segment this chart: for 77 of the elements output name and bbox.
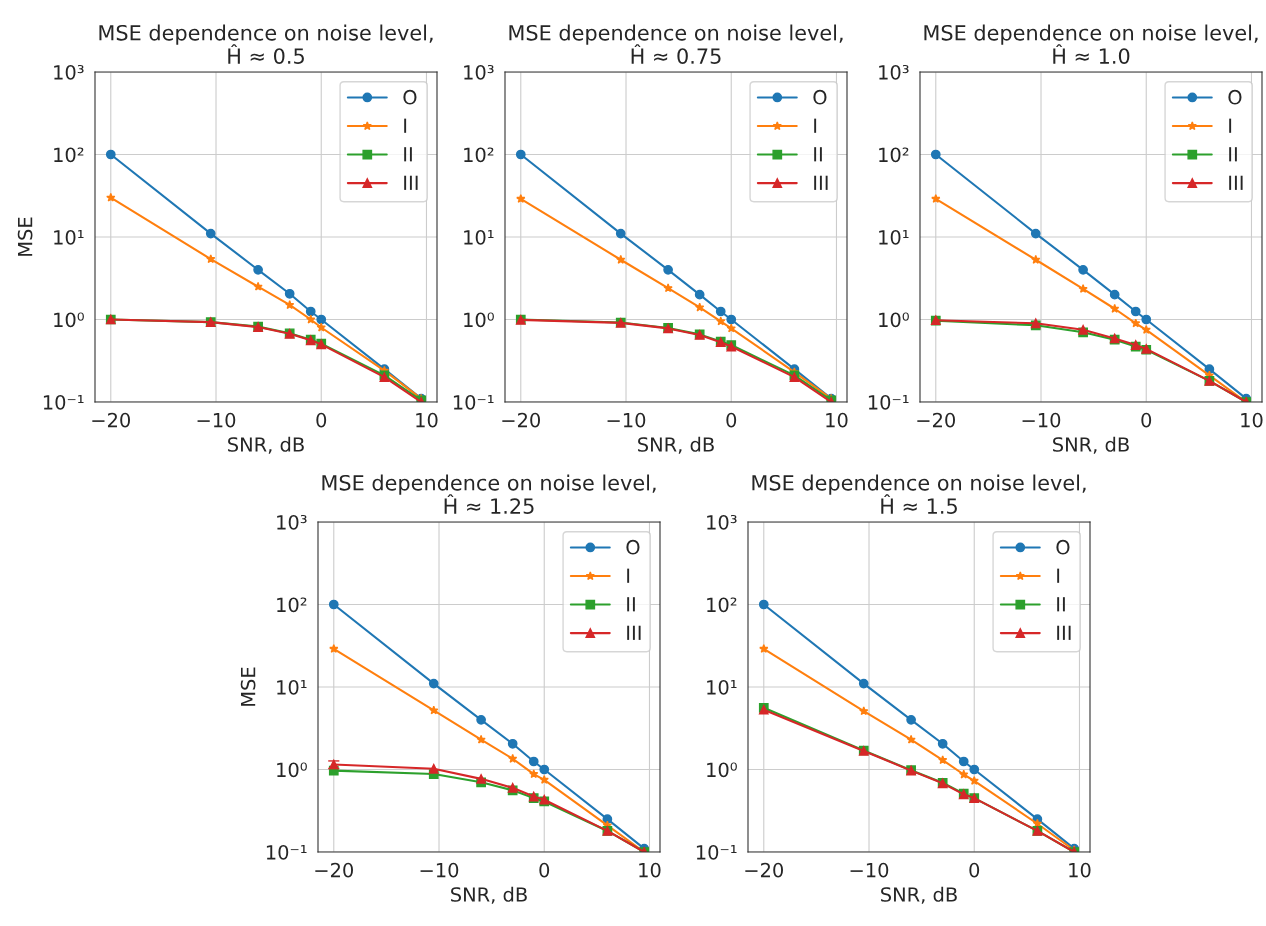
x-tick-label: 0 (726, 412, 737, 428)
y-tick-label: 10¹ (54, 229, 84, 245)
x-tick-label: −20 (917, 412, 956, 428)
x-tick-label: 0 (969, 862, 980, 878)
y-tick-label: 10³ (879, 64, 909, 80)
y-tick-label: 10⁰ (879, 312, 909, 328)
legend-label: II (404, 147, 412, 162)
x-tick-label: −10 (420, 862, 459, 878)
legend-label: O (1056, 539, 1070, 555)
legend-label: I (404, 118, 407, 133)
y-tick-label: 10¹ (707, 679, 737, 695)
y-tick-label: 10⁻¹ (696, 844, 737, 860)
y-tick-label: 10² (54, 147, 84, 163)
y-tick-label: 10² (707, 597, 737, 613)
x-axis-title: SNR, dB (881, 886, 957, 904)
y-axis-title: MSE (240, 667, 256, 706)
x-axis-title: SNR, dB (451, 886, 527, 904)
x-tick-label: 10 (1069, 862, 1091, 878)
y-tick-label: 10⁰ (707, 762, 737, 778)
legend-label: O (1228, 89, 1242, 105)
y-tick-label: 10³ (707, 514, 737, 530)
legend-label: III (627, 625, 641, 640)
y-tick-label: 10⁻¹ (453, 394, 494, 410)
legend-label: I (627, 568, 630, 583)
x-axis-title: SNR, dB (228, 436, 304, 454)
legend-label: II (814, 147, 822, 162)
x-tick-label: −20 (745, 862, 784, 878)
x-tick-label: 0 (539, 862, 550, 878)
x-axis-title: SNR, dB (1053, 436, 1129, 454)
chart-title: MSE dependence on noise level, Ĥ ≈ 0.75 (509, 24, 843, 64)
x-tick-label: −20 (315, 862, 354, 878)
y-tick-label: 10³ (464, 64, 494, 80)
y-tick-label: 10³ (54, 64, 84, 80)
legend-label: I (1057, 568, 1060, 583)
x-tick-label: −10 (197, 412, 236, 428)
y-axis-title: MSE (17, 217, 33, 256)
y-tick-label: 10³ (277, 514, 307, 530)
legend-label: O (403, 89, 417, 105)
y-tick-label: 10¹ (879, 229, 909, 245)
legend-label: I (1229, 118, 1232, 133)
x-tick-label: 10 (826, 412, 848, 428)
y-tick-label: 10² (464, 147, 494, 163)
y-tick-label: 10² (277, 597, 307, 613)
chart-title: MSE dependence on noise level, Ĥ ≈ 1.25 (322, 474, 656, 514)
legend-label: III (1229, 175, 1243, 190)
x-tick-label: −20 (502, 412, 541, 428)
legend-label: II (1229, 147, 1237, 162)
legend-label: II (627, 597, 635, 612)
x-tick-label: 10 (639, 862, 661, 878)
legend-label: III (1057, 625, 1071, 640)
x-axis-title: SNR, dB (638, 436, 714, 454)
legend-label: III (404, 175, 418, 190)
y-tick-label: 10¹ (277, 679, 307, 695)
x-tick-label: −10 (1022, 412, 1061, 428)
legend-label: O (626, 539, 640, 555)
x-tick-label: −10 (607, 412, 646, 428)
x-tick-label: −20 (92, 412, 131, 428)
y-tick-label: 10⁰ (54, 312, 84, 328)
x-tick-label: 0 (1141, 412, 1152, 428)
y-tick-label: 10⁰ (464, 312, 494, 328)
x-tick-label: 10 (1241, 412, 1263, 428)
y-tick-label: 10⁻¹ (266, 844, 307, 860)
legend-label: III (814, 175, 828, 190)
y-tick-label: 10¹ (464, 229, 494, 245)
y-tick-label: 10⁻¹ (868, 394, 909, 410)
chart-title: MSE dependence on noise level, Ĥ ≈ 1.5 (752, 474, 1086, 514)
legend-label: I (814, 118, 817, 133)
chart-title: MSE dependence on noise level, Ĥ ≈ 0.5 (99, 24, 433, 64)
chart-title: MSE dependence on noise level, Ĥ ≈ 1.0 (924, 24, 1258, 64)
x-tick-label: 0 (316, 412, 327, 428)
x-tick-label: 10 (416, 412, 438, 428)
y-tick-label: 10⁻¹ (43, 394, 84, 410)
y-tick-label: 10⁰ (277, 762, 307, 778)
y-tick-label: 10² (879, 147, 909, 163)
legend-label: II (1057, 597, 1065, 612)
legend-label: O (813, 89, 827, 105)
x-tick-label: −10 (850, 862, 889, 878)
